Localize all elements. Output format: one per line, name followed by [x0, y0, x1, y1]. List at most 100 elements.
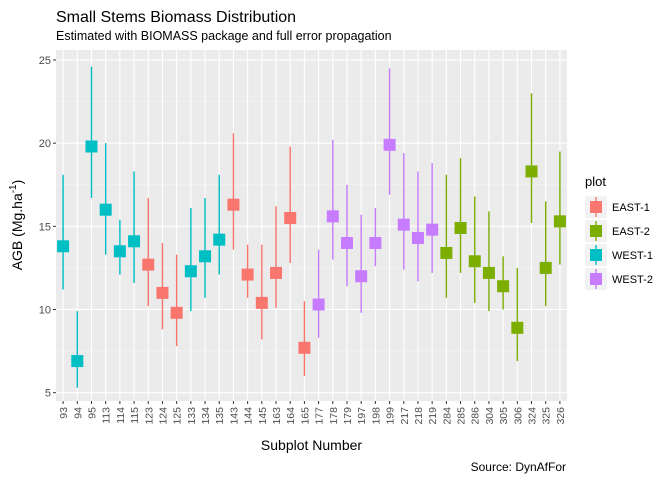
- data-point: [255, 296, 268, 309]
- chart-caption: Source: DynAfFor: [471, 460, 566, 474]
- legend-label: EAST-2: [612, 226, 650, 238]
- data-point: [199, 250, 212, 263]
- x-tick-label: 135: [214, 407, 226, 425]
- y-tick-label: 25: [39, 55, 51, 67]
- x-tick-label: 113: [101, 407, 113, 424]
- data-point: [142, 258, 155, 271]
- y-axis-label: AGB (Mg.ha-1): [8, 180, 25, 271]
- x-tick-label: 286: [470, 407, 482, 425]
- x-tick-label: 285: [456, 407, 468, 425]
- data-point: [426, 223, 439, 236]
- data-point: [57, 240, 70, 253]
- data-point: [113, 245, 126, 258]
- y-axis-label-close: ): [9, 180, 25, 185]
- data-point: [440, 246, 453, 259]
- x-tick-label: 197: [356, 407, 368, 425]
- y-tick-label: 10: [39, 305, 51, 317]
- x-tick-label: 326: [555, 407, 567, 425]
- x-tick-label: 324: [527, 407, 539, 425]
- data-point: [369, 236, 382, 249]
- legend-key-swatch: [590, 225, 602, 237]
- data-point: [454, 221, 467, 234]
- data-point: [298, 341, 311, 354]
- data-point: [525, 165, 538, 178]
- x-axis: 93 94 95 113 114 115 123 124 125 133 134 135 143 144 1…: [58, 401, 567, 425]
- x-tick-label: 179: [342, 407, 354, 425]
- x-tick-label: 94: [72, 407, 84, 419]
- data-point: [227, 198, 240, 211]
- data-point: [312, 298, 325, 311]
- data-point: [99, 203, 112, 216]
- x-tick-label: 145: [257, 407, 269, 425]
- data-point: [326, 210, 339, 223]
- data-point: [284, 212, 297, 225]
- data-point: [397, 218, 410, 231]
- data-point: [482, 266, 495, 279]
- x-tick-label: 304: [484, 407, 496, 425]
- y-tick-label: 20: [39, 138, 51, 150]
- data-point: [539, 261, 552, 274]
- x-tick-label: 306: [512, 407, 524, 425]
- legend-label: EAST-1: [612, 202, 650, 214]
- x-tick-label: 219: [427, 407, 439, 425]
- y-axis: 5 10 15 20 25: [39, 55, 56, 400]
- x-tick-label: 123: [143, 407, 155, 425]
- x-tick-label: 217: [399, 407, 411, 425]
- x-tick-label: 198: [370, 407, 382, 425]
- data-point: [184, 265, 197, 278]
- data-point: [170, 306, 183, 319]
- x-tick-label: 124: [157, 407, 169, 425]
- legend: plot EAST-1 EAST-2 WEST-1 WEST-2: [585, 174, 653, 290]
- data-point: [553, 215, 566, 228]
- x-tick-label: 284: [441, 407, 453, 425]
- x-tick-label: 218: [413, 407, 425, 425]
- data-point: [355, 270, 368, 283]
- y-tick-label: 5: [45, 388, 51, 400]
- x-tick-label: 164: [285, 407, 297, 425]
- data-marks: [57, 66, 566, 388]
- x-tick-label: 125: [172, 407, 184, 425]
- legend-label: WEST-1: [612, 250, 653, 262]
- legend-key-swatch: [590, 201, 602, 213]
- x-tick-label: 95: [86, 407, 98, 419]
- data-point: [468, 255, 481, 268]
- data-point: [71, 355, 84, 368]
- data-point: [497, 280, 510, 293]
- x-tick-label: 134: [200, 407, 212, 425]
- x-tick-label: 143: [228, 407, 240, 425]
- data-point: [213, 233, 226, 246]
- chart-subtitle: Estimated with BIOMASS package and full …: [56, 29, 392, 43]
- legend-key-swatch: [590, 273, 602, 285]
- data-point: [128, 235, 141, 248]
- x-tick-label: 177: [314, 407, 326, 425]
- x-tick-label: 325: [541, 407, 553, 425]
- data-point: [270, 266, 283, 279]
- plot-panel: [56, 50, 567, 401]
- data-point: [511, 321, 524, 334]
- data-point: [340, 236, 353, 249]
- y-axis-label-sup: -1: [8, 184, 19, 193]
- legend-title: plot: [585, 174, 606, 189]
- x-tick-label: 114: [115, 407, 127, 424]
- chart-title: Small Stems Biomass Distribution: [56, 9, 296, 26]
- x-tick-label: 165: [299, 407, 311, 425]
- x-tick-label: 163: [271, 407, 283, 425]
- x-tick-label: 199: [385, 407, 397, 425]
- x-tick-label: 178: [328, 407, 340, 425]
- data-point: [241, 268, 254, 281]
- data-point: [383, 138, 396, 151]
- x-axis-label: Subplot Number: [261, 437, 363, 453]
- data-point: [156, 286, 169, 299]
- y-tick-label: 15: [39, 221, 51, 233]
- x-tick-label: 144: [243, 407, 255, 425]
- data-point: [411, 231, 424, 244]
- x-tick-label: 305: [498, 407, 510, 425]
- x-tick-label: 93: [58, 407, 70, 419]
- legend-key-swatch: [590, 249, 602, 261]
- x-tick-label: 133: [186, 407, 198, 425]
- legend-label: WEST-2: [612, 274, 653, 286]
- data-point: [85, 140, 98, 153]
- x-tick-label: 115: [129, 407, 141, 424]
- y-axis-label-text: AGB (Mg.ha: [9, 193, 25, 270]
